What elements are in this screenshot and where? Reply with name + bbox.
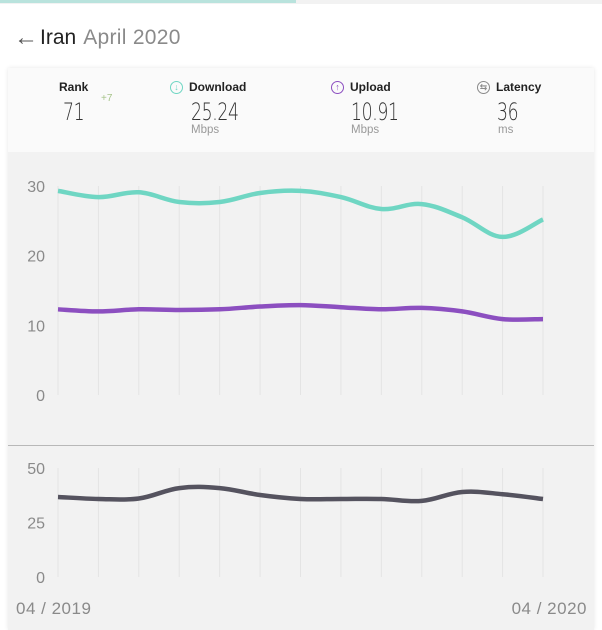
- y-tick-label: 0: [36, 570, 45, 587]
- charts-canvas: 0 10 20 30 0 25 50 04 / 2019 04 / 2020: [16, 179, 587, 618]
- page-header: ← Iran April 2020: [14, 22, 181, 54]
- y-tick-label: 25: [27, 516, 45, 533]
- upload-value: 10.91: [351, 98, 399, 126]
- country-name: Iran: [40, 26, 77, 49]
- top-progress-bar: [0, 0, 602, 4]
- download-arrow-icon: ↓: [170, 80, 183, 94]
- y-tick-label: 10: [27, 318, 45, 335]
- top-progress-fill: [0, 0, 296, 3]
- y-tick-label: 20: [27, 249, 45, 266]
- download-value: 25.24: [191, 98, 239, 126]
- period-label: April 2020: [83, 26, 181, 49]
- arrow-left-icon[interactable]: ←: [14, 24, 38, 51]
- latency-unit: ms: [498, 124, 514, 136]
- stats-summary: Rank 71 +7 ↓ Download 25.24 Mbps ↑ Uploa…: [8, 68, 594, 152]
- x-axis-start-label: 04 / 2019: [16, 599, 91, 618]
- series-line-upload: [57, 302, 544, 322]
- rank-value: 71: [63, 98, 85, 126]
- latency-label: Latency: [496, 80, 542, 94]
- y-tick-label: 30: [27, 179, 45, 196]
- series-line-download: [57, 188, 545, 240]
- latency-value: 36: [497, 98, 519, 126]
- download-label-row: ↓ Download: [170, 80, 246, 94]
- y-tick-label: 0: [36, 388, 45, 405]
- rank-label: Rank: [59, 80, 89, 94]
- chart-divider: [8, 445, 594, 446]
- latency-label-row: ⇆ Latency: [477, 80, 541, 94]
- upload-unit: Mbps: [351, 124, 380, 136]
- upload-label: Upload: [350, 80, 391, 94]
- upload-label-row: ↑ Upload: [331, 80, 391, 94]
- x-axis-end-label: 04 / 2020: [512, 599, 587, 618]
- download-unit: Mbps: [191, 124, 220, 136]
- stats-card: Rank 71 +7 ↓ Download 25.24 Mbps ↑ Uploa…: [8, 68, 594, 630]
- upload-arrow-icon: ↑: [331, 80, 344, 94]
- latency-icon: ⇆: [477, 80, 490, 94]
- rank-delta: +7: [101, 93, 113, 104]
- y-tick-label: 50: [27, 461, 45, 478]
- series-line-latency: [57, 484, 544, 504]
- download-label: Download: [189, 80, 247, 94]
